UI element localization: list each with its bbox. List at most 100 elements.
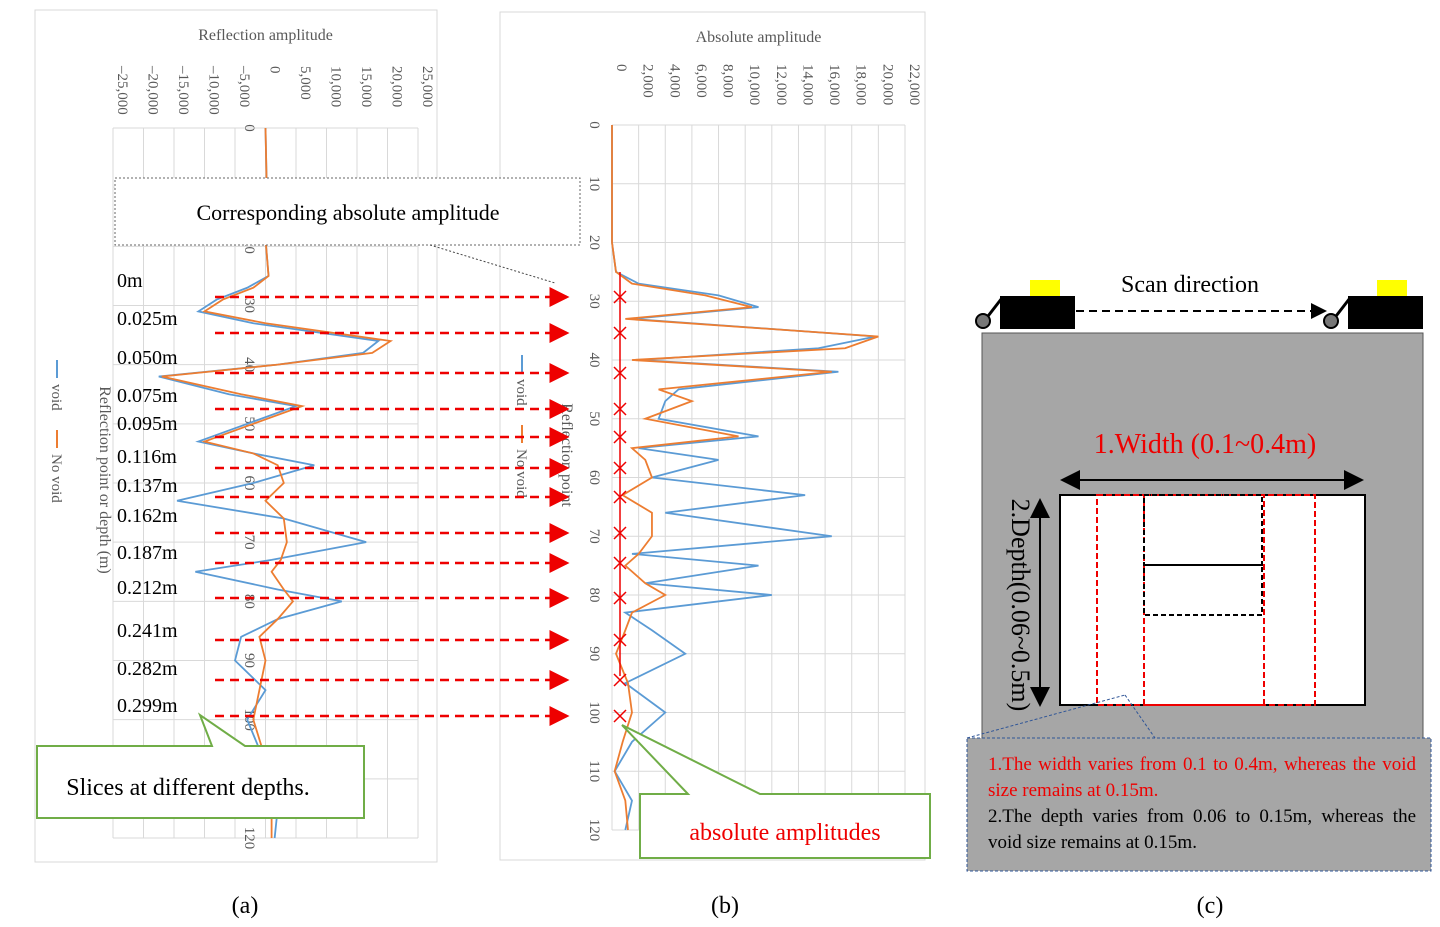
value-tick-label: –5,000	[236, 65, 252, 107]
value-tick-label: 2,000	[640, 64, 656, 98]
depth-label: 0.241m	[117, 620, 178, 642]
value-tick-label: 16,000	[826, 64, 842, 105]
slice-tick	[613, 591, 627, 605]
depth-tick-label: 80	[241, 594, 257, 609]
depth-tick-label: 60	[241, 476, 257, 491]
depth-label: 0.075m	[117, 385, 178, 407]
callout-box	[36, 712, 365, 819]
panel-label: (a)	[232, 893, 259, 919]
width-label: 1.Width (0.1~0.4m)	[1094, 429, 1316, 460]
slab	[1059, 494, 1366, 706]
value-tick-label: 0	[613, 64, 629, 72]
slice-tick	[613, 556, 627, 570]
callout-text: Corresponding absolute amplitude	[196, 200, 499, 225]
callout-line	[429, 244, 556, 284]
wheel	[1323, 313, 1339, 329]
depth-label: 0.212m	[117, 577, 178, 599]
depth-tick-label: 0	[241, 124, 257, 132]
value-tick-label: 22,000	[906, 64, 922, 105]
value-tick-label: 15,000	[358, 66, 374, 107]
value-tick-label: –10,000	[206, 65, 222, 115]
callout-box	[621, 724, 931, 859]
void	[1143, 494, 1263, 566]
legend-label: No void	[513, 449, 529, 498]
slice-tick	[613, 490, 627, 504]
depth-tick-label: 100	[241, 708, 257, 731]
slice-tick	[613, 366, 627, 380]
value-tick-label: 25,000	[419, 66, 435, 107]
depth-tick-label: 30	[586, 294, 602, 309]
panel-label: (b)	[711, 893, 739, 919]
depth-label: 0.299m	[117, 695, 178, 717]
value-tick-label: 12,000	[773, 64, 789, 105]
slice-tick	[613, 461, 627, 475]
depth-tick-label: 40	[586, 353, 602, 368]
value-tick-label: 18,000	[853, 64, 869, 105]
value-tick-label: 20,000	[389, 66, 405, 107]
depth-tick-label: 20	[586, 235, 602, 250]
slice-tick	[613, 709, 627, 723]
slice-tick	[613, 633, 627, 647]
slice-tick	[613, 402, 627, 416]
value-tick-label: 5,000	[297, 66, 313, 100]
depth-tick-label: 80	[586, 588, 602, 603]
depth-tick-label: 110	[586, 760, 602, 782]
depth-tick-label: 60	[586, 470, 602, 485]
note: 2.The depth varies from 0.06 to 0.15m, w…	[988, 806, 1416, 853]
depth-tick-label: 90	[586, 646, 602, 661]
callout-box	[114, 177, 581, 246]
depth-label: 0.162m	[117, 505, 178, 527]
legend-label: No void	[48, 454, 64, 503]
slice-tick	[613, 673, 627, 687]
depth-tick-label: 40	[241, 357, 257, 372]
depth-label: 0.282m	[117, 658, 178, 680]
depth-tick-label: 0	[586, 121, 602, 129]
void	[1143, 564, 1263, 616]
value-tick-label: 20,000	[879, 64, 895, 105]
slice-tick	[613, 526, 627, 540]
series-line	[158, 127, 381, 839]
depth-label: 0.137m	[117, 475, 178, 497]
depth-tick-label: 50	[586, 411, 602, 426]
slice-tick	[613, 326, 627, 340]
note-box	[966, 737, 1432, 872]
scanner	[1348, 296, 1423, 329]
wheel	[975, 313, 991, 329]
chart-title: Absolute amplitude	[696, 29, 822, 46]
value-tick-label: –15,000	[175, 65, 191, 115]
slice-tick	[613, 290, 627, 304]
depth-tick-label: 10	[586, 176, 602, 191]
depth-label: 2.Depth(0.06~0.5m)	[1006, 499, 1035, 712]
depth-label: 0.050m	[117, 347, 178, 369]
depth-tick-label: 100	[586, 701, 602, 724]
callout-text: absolute amplitudes	[689, 820, 880, 846]
depth-label: 0.116m	[117, 446, 177, 468]
value-tick-label: 0	[267, 66, 283, 74]
value-tick-label: 8,000	[720, 64, 736, 98]
axis-title: Reflection point	[558, 403, 575, 507]
value-tick-label: 4,000	[666, 64, 682, 98]
chart-title: Reflection amplitude	[198, 27, 333, 44]
value-tick-label: 6,000	[693, 64, 709, 98]
note-line	[1124, 694, 1156, 739]
value-tick-label: 14,000	[799, 64, 815, 105]
depth-tick-label: 70	[586, 529, 602, 544]
chart-frame	[499, 11, 926, 861]
depth-tick-label: 30	[241, 298, 257, 313]
depth-label: 0m	[117, 270, 143, 292]
depth-label: 0.095m	[117, 413, 178, 435]
legend-label: void	[513, 379, 529, 406]
antenna	[1377, 280, 1407, 296]
series-line	[611, 125, 876, 831]
depth-tick-label: 120	[241, 827, 257, 850]
value-tick-label: 10,000	[328, 66, 344, 107]
depth-label: 0.187m	[117, 542, 178, 564]
depth-tick-label: 70	[241, 535, 257, 550]
value-tick-label: 10,000	[746, 64, 762, 105]
note: 1.The width varies from 0.1 to 0.4m, whe…	[988, 754, 1416, 801]
value-tick-label: –20,000	[145, 65, 161, 115]
axis-title: Reflection point or depth (m)	[96, 386, 113, 574]
antenna	[1030, 280, 1060, 296]
